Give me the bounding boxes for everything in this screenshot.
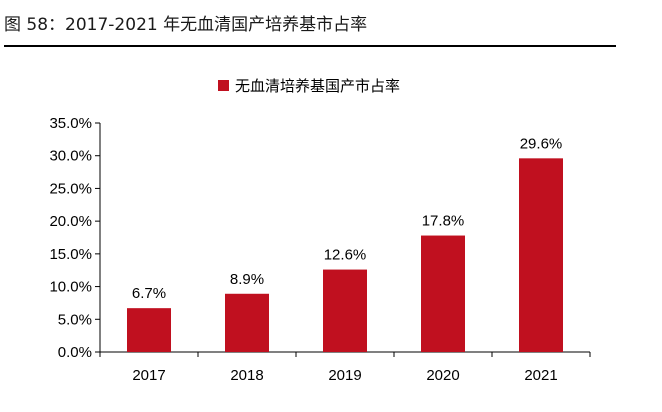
- legend-swatch: [218, 80, 229, 91]
- y-tick-label: 15.0%: [49, 246, 92, 263]
- y-tick-label: 20.0%: [49, 213, 92, 230]
- title-rule: [4, 45, 616, 47]
- bar-2017: [127, 308, 171, 352]
- x-tick-label-2018: 2018: [230, 367, 263, 384]
- bar-2019: [323, 269, 367, 352]
- data-label-2017: 6.7%: [132, 285, 166, 302]
- data-label-2019: 12.6%: [324, 247, 367, 264]
- x-tick-label-2019: 2019: [328, 367, 361, 384]
- bar-2021: [519, 158, 563, 352]
- y-tick-label: 25.0%: [49, 180, 92, 197]
- data-label-2021: 29.6%: [520, 135, 563, 152]
- x-tick-label-2020: 2020: [426, 367, 459, 384]
- legend-label: 无血清培养基国产市占率: [235, 77, 400, 95]
- y-tick-label: 35.0%: [49, 115, 92, 132]
- data-label-2018: 8.9%: [230, 271, 264, 288]
- bar-2018: [225, 293, 269, 352]
- bar-2020: [421, 235, 465, 352]
- y-tick-label: 0.0%: [58, 344, 92, 361]
- x-tick-label-2021: 2021: [524, 367, 557, 384]
- y-tick-label: 10.0%: [49, 279, 92, 296]
- y-tick-label: 30.0%: [49, 148, 92, 165]
- y-tick-label: 5.0%: [58, 311, 92, 328]
- data-label-2020: 17.8%: [422, 213, 465, 230]
- x-tick-label-2017: 2017: [132, 367, 165, 384]
- figure-title: 图 58：2017-2021 年无血清国产培养基市占率: [4, 15, 368, 35]
